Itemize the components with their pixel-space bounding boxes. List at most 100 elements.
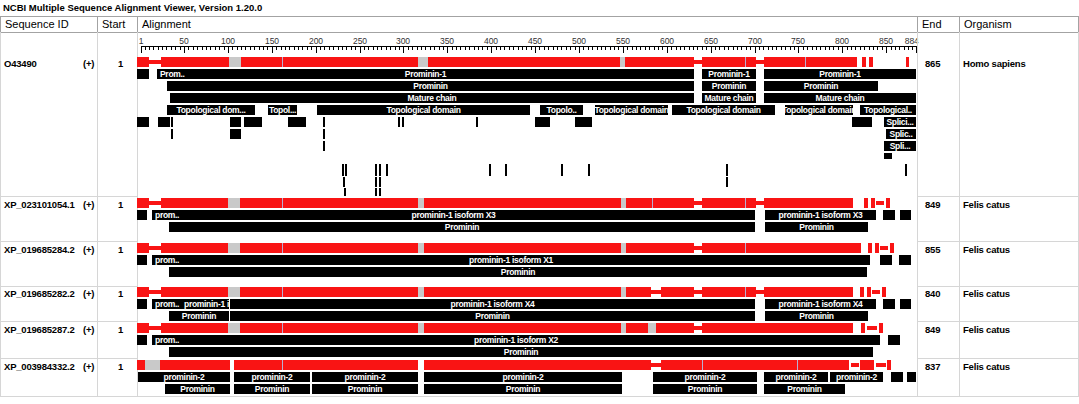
feature-bar[interactable]: [342, 164, 344, 176]
feature-bar[interactable]: [288, 117, 306, 127]
sequence-id[interactable]: O43490: [4, 58, 37, 69]
feature-bar[interactable]: [158, 117, 170, 127]
feature-bar[interactable]: prom..prominin-1 isoform X2: [152, 335, 880, 345]
feature-bar[interactable]: [230, 129, 241, 139]
alignment-segment-match[interactable]: [137, 360, 145, 370]
feature-bar[interactable]: [505, 164, 507, 176]
alignment-segment-separator[interactable]: [282, 243, 283, 253]
alignment-segment-gap[interactable]: [694, 198, 702, 208]
feature-bar[interactable]: prominin-2: [653, 372, 757, 382]
alignment-segment-match[interactable]: [626, 287, 651, 297]
feature-bar[interactable]: [900, 210, 911, 220]
feature-bar[interactable]: [379, 177, 381, 187]
alignment-segment-match[interactable]: [890, 243, 894, 253]
feature-bar[interactable]: Prominin: [653, 384, 757, 394]
alignment-segment-separator[interactable]: [652, 198, 653, 208]
feature-bar[interactable]: Mature chain: [764, 93, 916, 103]
feature-bar[interactable]: Mature chain: [170, 93, 694, 103]
column-header-alignment[interactable]: Alignment: [137, 16, 918, 33]
alignment-segment-gap[interactable]: [694, 243, 702, 253]
alignment-segment-mismatch[interactable]: [229, 57, 241, 67]
feature-bar[interactable]: [137, 69, 149, 79]
feature-bar[interactable]: prominin-2: [764, 372, 828, 382]
alignment-segment-gap[interactable]: [149, 287, 161, 297]
alignment-segment-match[interactable]: [137, 57, 149, 67]
feature-bar[interactable]: [137, 299, 147, 309]
feature-bar[interactable]: [137, 117, 149, 127]
feature-bar[interactable]: [899, 255, 911, 265]
feature-bar[interactable]: Prominin: [764, 384, 845, 394]
feature-bar[interactable]: [343, 177, 345, 187]
alignment-segment-gap[interactable]: [694, 287, 702, 297]
feature-bar[interactable]: [561, 164, 563, 176]
feature-bar[interactable]: [379, 188, 381, 196]
feature-bar[interactable]: Prom..Prominin-1: [157, 69, 694, 79]
alignment-segment-match[interactable]: [702, 323, 853, 333]
alignment-segment-match[interactable]: [764, 287, 853, 297]
alignment-segment-match[interactable]: [860, 360, 874, 370]
feature-bar[interactable]: [588, 164, 590, 176]
alignment-segment-match[interactable]: [867, 287, 871, 297]
alignment-segment-match[interactable]: [625, 57, 694, 67]
feature-bar[interactable]: Topological domain: [785, 105, 853, 115]
alignment-segment-match[interactable]: [702, 287, 756, 297]
alignment-segment-gap[interactable]: [149, 57, 161, 67]
feature-bar[interactable]: prominin-1 isoform X3: [765, 210, 876, 220]
alignment-segment-match[interactable]: [626, 323, 648, 333]
feature-bar[interactable]: prominin-2: [830, 372, 883, 382]
feature-bar[interactable]: [398, 117, 400, 127]
feature-bar[interactable]: Topological domain: [672, 105, 775, 115]
alignment-segment-separator[interactable]: [702, 360, 703, 370]
alignment-segment-match[interactable]: [161, 287, 228, 297]
feature-bar[interactable]: Prominin: [167, 81, 694, 91]
feature-bar[interactable]: [171, 117, 173, 127]
feature-bar[interactable]: [379, 164, 381, 176]
feature-bar[interactable]: Splici...: [884, 117, 916, 127]
feature-bar[interactable]: [137, 255, 147, 265]
feature-bar[interactable]: Prominin: [424, 384, 622, 394]
feature-bar[interactable]: Prominin: [165, 384, 230, 394]
feature-bar[interactable]: prom..prominin-1 isoform X1: [152, 255, 870, 265]
feature-bar[interactable]: prominin-1 isoform X4: [765, 299, 876, 309]
alignment-segment-match[interactable]: [424, 360, 651, 370]
feature-bar[interactable]: [375, 164, 377, 176]
alignment-segment-mismatch[interactable]: [228, 198, 240, 208]
feature-bar[interactable]: [535, 117, 550, 127]
feature-bar[interactable]: [880, 255, 892, 265]
alignment-segment-separator[interactable]: [797, 360, 798, 370]
alignment-segment-match[interactable]: [240, 243, 418, 253]
feature-bar[interactable]: [137, 335, 147, 345]
feature-bar[interactable]: [230, 117, 241, 127]
alignment-segment-match[interactable]: [626, 243, 694, 253]
alignment-segment-separator[interactable]: [745, 243, 746, 253]
alignment-segment-match[interactable]: [424, 198, 621, 208]
feature-bar[interactable]: Prominin-1: [702, 69, 756, 79]
feature-bar[interactable]: [345, 164, 347, 176]
feature-bar[interactable]: [883, 299, 895, 309]
alignment-segment-match[interactable]: [240, 198, 418, 208]
feature-bar[interactable]: Prominin: [234, 384, 310, 394]
alignment-segment-match[interactable]: [234, 360, 418, 370]
feature-bar[interactable]: prominin-1 i...: [181, 299, 229, 309]
alignment-segment-match[interactable]: [864, 198, 868, 208]
alignment-segment-match[interactable]: [862, 57, 866, 67]
alignment-segment-separator[interactable]: [282, 323, 283, 333]
feature-bar[interactable]: Prominin: [230, 311, 755, 321]
alignment-segment-match[interactable]: [871, 198, 875, 208]
alignment-segment-match[interactable]: [702, 243, 861, 253]
feature-bar[interactable]: prom..: [152, 299, 181, 309]
alignment-segment-match[interactable]: [161, 323, 228, 333]
feature-bar[interactable]: Topological domain: [595, 105, 668, 115]
alignment-segment-match[interactable]: [160, 360, 230, 370]
feature-bar[interactable]: Prominin: [312, 384, 418, 394]
feature-bar[interactable]: [726, 177, 728, 187]
feature-bar[interactable]: [476, 117, 478, 127]
alignment-segment-gap[interactable]: [756, 287, 764, 297]
sequence-id[interactable]: XP_003984332.2: [4, 361, 75, 372]
alignment-segment-match[interactable]: [661, 287, 694, 297]
feature-bar[interactable]: [323, 141, 325, 151]
feature-bar[interactable]: Prominin: [169, 347, 873, 357]
alignment-segment-match[interactable]: [137, 323, 149, 333]
alignment-segment-gap[interactable]: [694, 57, 702, 67]
feature-bar[interactable]: [137, 210, 147, 220]
